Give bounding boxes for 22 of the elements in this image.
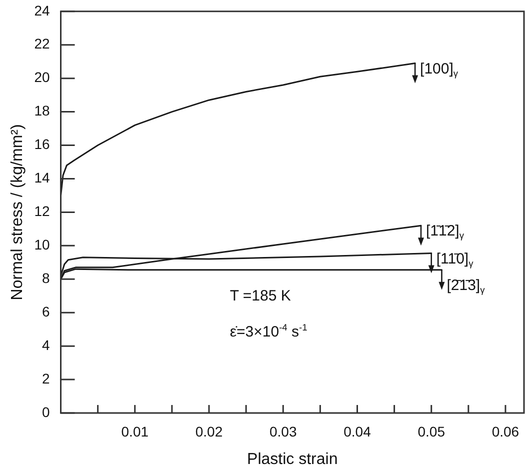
y-tick-label: 12 [34,203,50,220]
annotation: T =185 K [230,288,291,305]
y-tick-label: 8 [42,270,50,286]
x-tick-label: 0.06 [492,423,520,440]
y-tick-label: 10 [34,236,50,253]
y-tick-label: 16 [34,136,50,152]
x-tick-label: 0.04 [344,423,372,440]
x-tick-label: 0.02 [195,423,223,440]
y-axis-title: Normal stress / (kg/mm²) [9,124,26,300]
x-tick-label: 0.05 [418,423,446,440]
x-tick-label: 0.03 [269,423,297,440]
y-tick-label: 24 [34,2,50,18]
y-tick-label: 4 [42,336,50,353]
y-tick-label: 14 [34,170,50,186]
y-tick-label: 20 [34,69,50,86]
x-axis-title: Plastic strain [247,450,338,468]
x-tick-label: 0.01 [121,423,149,440]
y-tick-label: 0 [42,404,50,420]
y-tick-label: 18 [34,102,50,119]
y-tick-label: 22 [34,36,50,52]
y-tick-label: 2 [42,370,50,386]
y-tick-label: 6 [42,303,50,320]
